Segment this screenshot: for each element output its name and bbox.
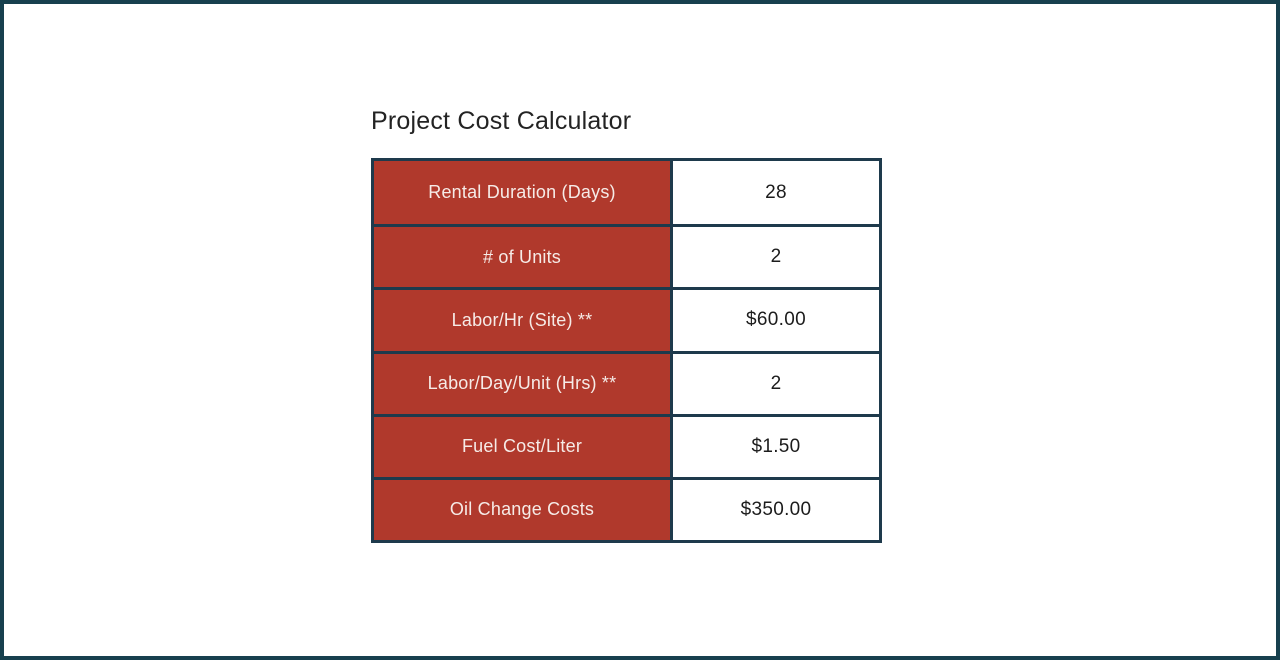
row-label-fuel-cost: Fuel Cost/Liter	[374, 416, 673, 477]
table-row: Rental Duration (Days) 28	[374, 161, 879, 225]
page-title: Project Cost Calculator	[371, 107, 632, 135]
row-value-oil-change[interactable]: $350.00	[673, 479, 879, 540]
table-row: Labor/Hr (Site) ** $60.00	[374, 287, 879, 351]
row-label-labor-per-hr: Labor/Hr (Site) **	[374, 290, 673, 351]
row-value-fuel-cost[interactable]: $1.50	[673, 416, 879, 477]
row-value-labor-per-day-unit[interactable]: 2	[673, 353, 879, 414]
table-row: # of Units 2	[374, 224, 879, 288]
row-label-labor-per-day-unit: Labor/Day/Unit (Hrs) **	[374, 353, 673, 414]
row-label-rental-duration: Rental Duration (Days)	[374, 161, 673, 225]
row-label-num-units: # of Units	[374, 227, 673, 288]
row-value-num-units[interactable]: 2	[673, 227, 879, 288]
row-value-labor-per-hr[interactable]: $60.00	[673, 290, 879, 351]
cost-calculator-table: Rental Duration (Days) 28 # of Units 2 L…	[371, 158, 882, 543]
table-row: Oil Change Costs $350.00	[374, 476, 879, 540]
row-value-rental-duration[interactable]: 28	[673, 161, 879, 225]
table-row: Fuel Cost/Liter $1.50	[374, 413, 879, 477]
table-row: Labor/Day/Unit (Hrs) ** 2	[374, 350, 879, 414]
row-label-oil-change: Oil Change Costs	[374, 479, 673, 540]
